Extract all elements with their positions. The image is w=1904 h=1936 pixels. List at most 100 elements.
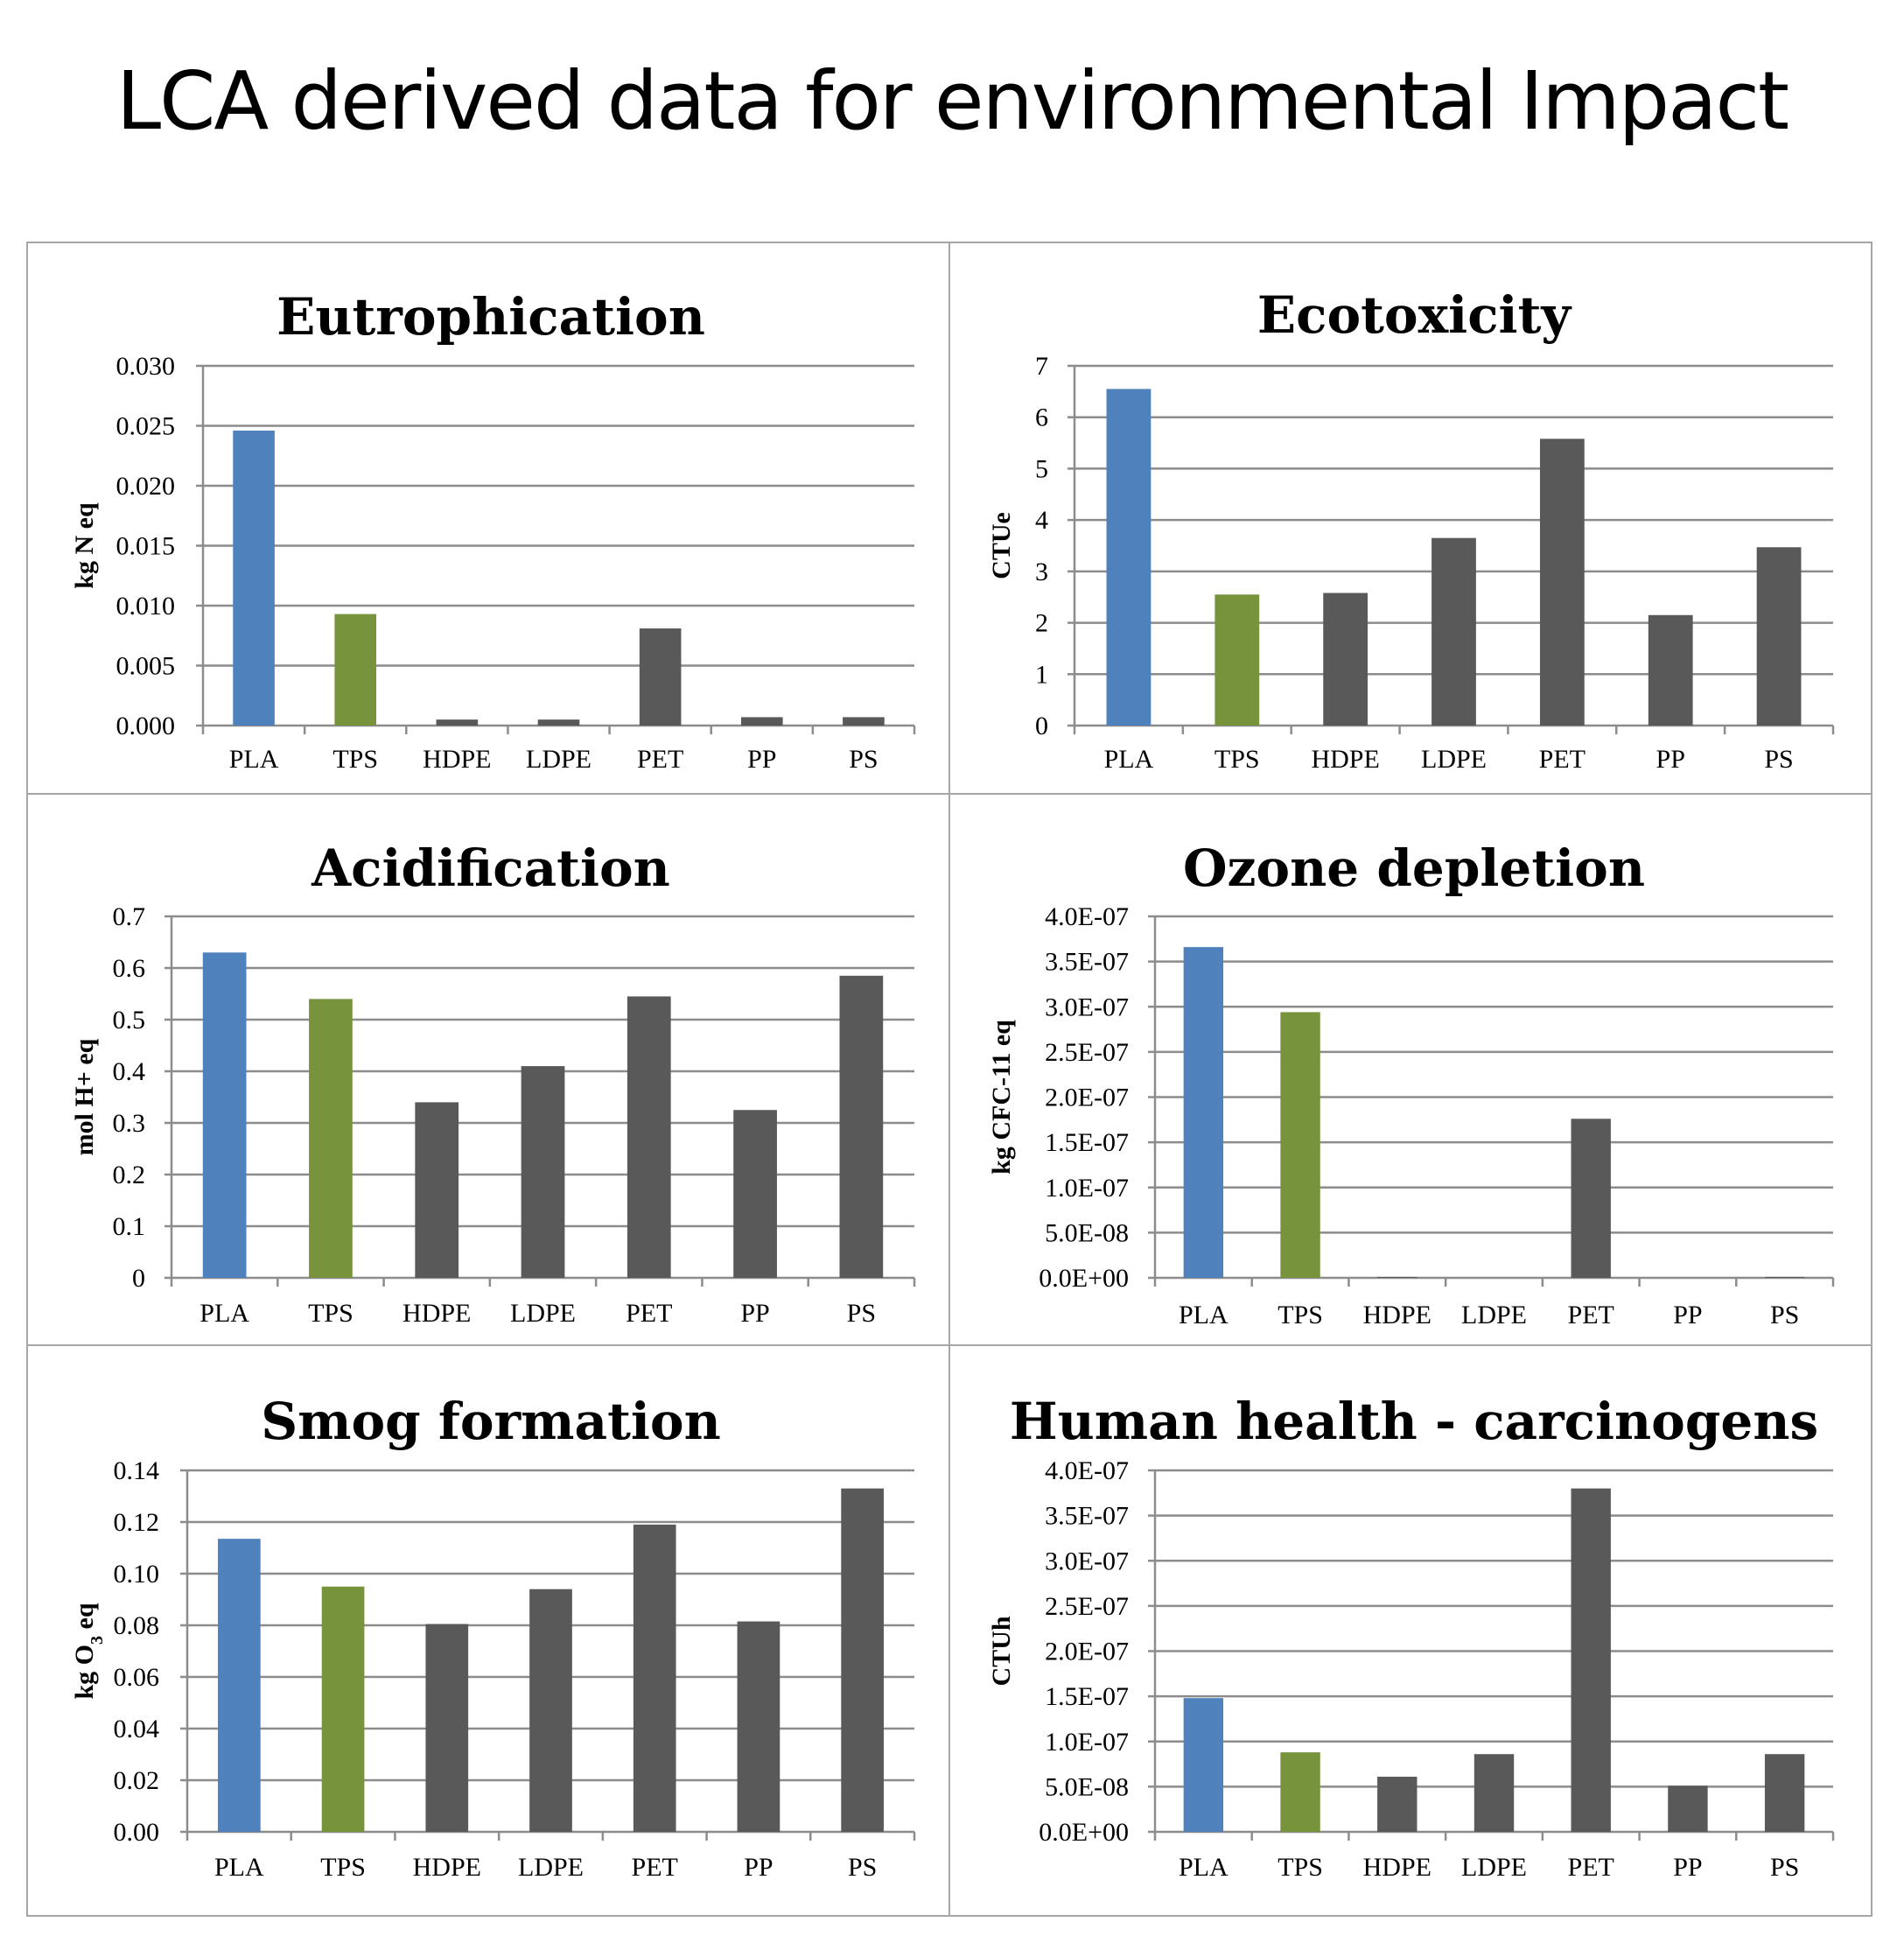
x-tick-label: PS [847,1299,876,1328]
x-tick-label: PLA [1179,1301,1228,1329]
y-tick-label: 5.0E-08 [1045,1218,1129,1247]
x-tick-label: PLA [229,745,279,774]
y-tick-label: 4 [1035,506,1048,535]
y-tick-label: 6 [1035,403,1048,432]
y-tick-label: 0 [1035,712,1048,740]
chart-title: Ozone depletion [1183,838,1645,898]
y-tick-label: 1 [1035,660,1048,689]
x-tick-label: PET [626,1299,672,1328]
panel-divider-horizontal-1 [28,793,1871,795]
bar-ps [841,1488,884,1832]
bar-pet [639,628,682,726]
y-tick-label: 0.7 [113,902,146,931]
y-tick-label: 0.2 [113,1161,146,1189]
y-tick-label: 0.000 [116,712,176,740]
x-tick-label: LDPE [1461,1301,1527,1329]
bar-tps [309,999,353,1278]
x-tick-label: PS [849,745,878,774]
y-tick-label: 0.06 [114,1663,160,1692]
y-tick-label: 0.10 [114,1560,160,1589]
x-tick-label: TPS [332,745,378,774]
bar-pet [1539,438,1585,726]
x-tick-label: HDPE [1363,1301,1432,1329]
bar-pet [1571,1119,1611,1278]
panel-divider-vertical [948,243,950,1915]
bar-tps [321,1586,365,1832]
chart-title: Smog formation [261,1392,721,1451]
bar-ldpe [521,1066,565,1278]
bar-ps [839,975,884,1278]
x-tick-label: TPS [308,1299,354,1328]
bar-pla [1183,1698,1224,1832]
y-tick-label: 0.12 [114,1508,160,1537]
x-tick-label: HDPE [1311,745,1379,774]
y-tick-label: 7 [1035,352,1048,381]
bar-ps [1764,1754,1805,1832]
bar-pp [1648,614,1693,726]
y-tick-label: 0.0E+00 [1039,1818,1129,1847]
x-tick-label: PP [1673,1301,1702,1329]
x-tick-label: PP [740,1299,769,1328]
bar-hdpe [1323,593,1368,726]
x-tick-label: LDPE [1461,1853,1527,1882]
y-tick-label: 0.00 [114,1818,160,1847]
y-tick-label: 2 [1035,609,1048,638]
y-tick-label: 3.5E-07 [1045,948,1129,977]
y-axis-label: mol H+ eq [70,1038,99,1155]
page-title: LCA derived data for environmental Impac… [116,54,1789,148]
bar-pp [733,1110,777,1278]
bar-ldpe [1432,537,1476,726]
y-tick-label: 0.030 [116,352,176,381]
y-tick-label: 1.5E-07 [1045,1682,1129,1711]
bar-hdpe [436,719,479,726]
y-tick-label: 3 [1035,558,1048,586]
y-tick-label: 1.0E-07 [1045,1728,1129,1757]
x-tick-label: HDPE [423,745,491,774]
y-axis-label: CTUe [987,512,1016,579]
bar-tps [1280,1012,1320,1278]
bar-tps [1214,594,1260,726]
chart-title: Ecotoxicity [1257,285,1572,345]
x-tick-label: PP [744,1853,773,1882]
chart-3: Acidification 0 0.1 0.2 0.3 0.4 0.5 0.6 0.7 mol H… [70,838,916,1328]
y-tick-label: 2.0E-07 [1045,1084,1129,1112]
x-tick-label: PS [1764,745,1793,774]
x-tick-label: PP [747,745,776,774]
chart-title: Eutrophication [276,287,705,347]
y-axis-label: kg CFC-11 eq [987,1020,1016,1175]
y-tick-label: 3.0E-07 [1045,993,1129,1021]
bar-pp [737,1621,780,1832]
chart-2: Ecotoxicity 0 1 2 3 4 5 6 7 CTUe PLA TPS HDPE LDPE PET… [987,285,1835,774]
bar-ps [843,717,885,726]
bar-ldpe [537,719,580,726]
chart-1: Eutrophication 0.000 0.005 0.010 0.015 0.020 0… [70,287,916,774]
y-tick-label: 4.0E-07 [1045,1456,1129,1485]
chart-6: Human health - carcinogens 0.0E+00 5.0E-08… [987,1392,1835,1882]
y-tick-label: 0 [132,1264,145,1293]
y-tick-label: 0.14 [114,1456,160,1485]
x-tick-label: LDPE [510,1299,576,1328]
bar-ldpe [529,1589,572,1832]
y-tick-label: 0.4 [113,1057,146,1086]
bar-pet [1571,1488,1611,1832]
bar-hdpe [1377,1276,1418,1278]
y-tick-label: 5 [1035,454,1048,483]
bar-pla [1183,947,1224,1278]
x-tick-label: HDPE [1363,1853,1432,1882]
bar-pla [233,430,275,726]
y-tick-label: 2.5E-07 [1045,1592,1129,1621]
bar-tps [334,614,377,726]
bar-ldpe [1474,1754,1515,1832]
bar-pla [1106,389,1152,726]
y-tick-label: 0.020 [116,472,176,501]
y-tick-label: 0.04 [114,1715,160,1743]
bar-pp [1668,1785,1708,1832]
y-tick-label: 0.005 [116,652,176,681]
x-tick-label: LDPE [526,745,592,774]
x-tick-label: PLA [1179,1853,1228,1882]
y-axis-label: CTUh [987,1616,1016,1686]
x-tick-label: PS [848,1853,877,1882]
x-tick-label: PP [1673,1853,1702,1882]
y-tick-label: 1.5E-07 [1045,1128,1129,1157]
